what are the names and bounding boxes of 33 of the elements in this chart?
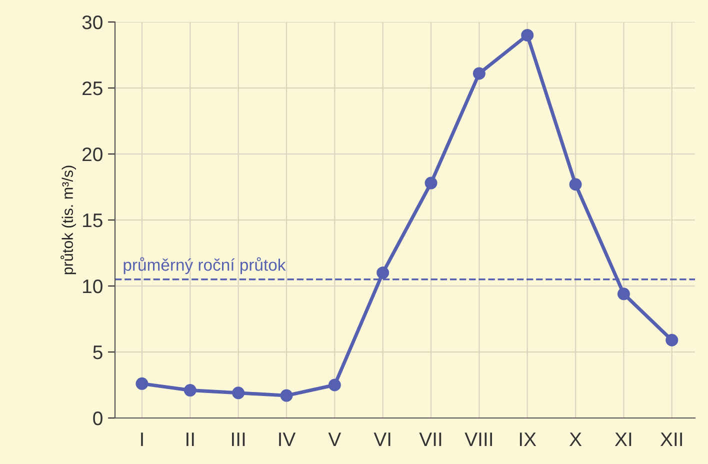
x-tick-label: I bbox=[141, 432, 143, 446]
x-tick-label: III bbox=[232, 432, 245, 446]
x-tick-label: IV bbox=[279, 432, 296, 446]
x-tick-label: II bbox=[186, 432, 194, 446]
y-tick-label: 10 bbox=[83, 279, 102, 294]
point bbox=[424, 176, 438, 190]
y-tick-label: 20 bbox=[82, 147, 102, 162]
y-tick-label: 5 bbox=[93, 346, 102, 360]
point bbox=[136, 377, 148, 390]
y-tick-label: 0 bbox=[93, 411, 102, 426]
x-tick-label: VIII bbox=[464, 432, 492, 446]
x-tick-label: V bbox=[328, 432, 342, 446]
point bbox=[521, 28, 534, 42]
point bbox=[472, 67, 486, 80]
point bbox=[376, 266, 390, 280]
x-tick-label: VII bbox=[419, 432, 442, 446]
ref-line-label: průměrný roční průtok bbox=[124, 257, 286, 274]
point bbox=[666, 334, 678, 346]
x-tick-label: XII bbox=[660, 432, 682, 446]
x-tick-label: IX bbox=[520, 432, 536, 446]
point bbox=[617, 288, 630, 300]
point bbox=[184, 384, 196, 397]
x-tick-label: XI bbox=[614, 432, 632, 446]
point bbox=[569, 178, 582, 191]
y-tick-label: 30 bbox=[82, 15, 102, 30]
point bbox=[328, 378, 341, 392]
x-tick-label: X bbox=[569, 432, 582, 446]
point bbox=[280, 389, 293, 402]
point bbox=[232, 386, 245, 400]
y-tick-label: 25 bbox=[82, 81, 102, 96]
y-axis-title: průtok (tis. m³/s) bbox=[60, 166, 76, 274]
y-tick-label: 15 bbox=[83, 214, 102, 228]
x-tick-label: VI bbox=[374, 432, 390, 446]
